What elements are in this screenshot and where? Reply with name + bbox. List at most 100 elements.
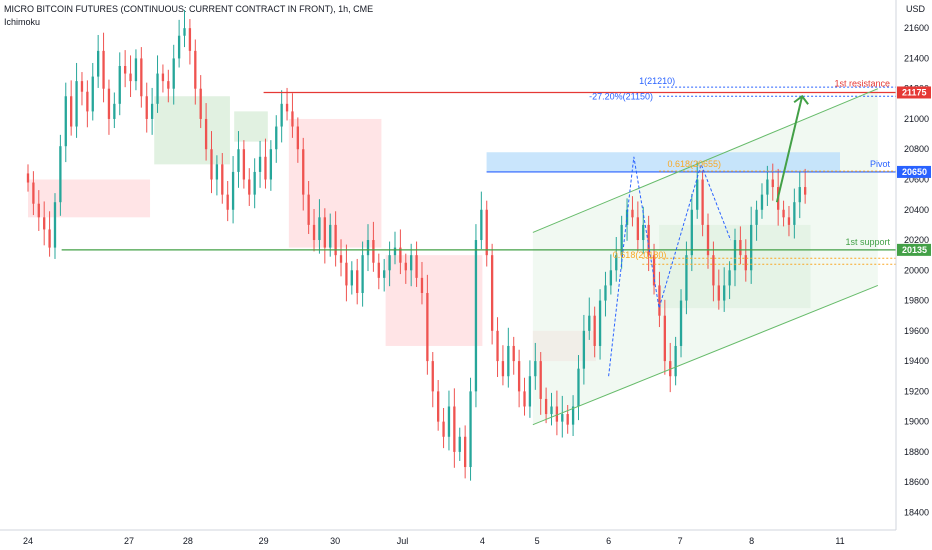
candle <box>377 253 380 290</box>
y-tick-label: 20400 <box>904 205 929 215</box>
candle <box>248 168 251 206</box>
x-tick-label: 4 <box>480 536 485 546</box>
y-tick-label: 20000 <box>904 265 929 275</box>
candle-body <box>598 300 602 346</box>
candle-body <box>593 315 596 346</box>
candle-body <box>701 179 704 225</box>
candle-body <box>437 391 440 422</box>
candle <box>291 93 294 138</box>
candle <box>307 181 310 234</box>
resistance-badge: 21175 <box>902 87 927 97</box>
candle <box>658 271 661 328</box>
candle <box>107 79 111 135</box>
candle-body <box>134 58 138 82</box>
candle <box>312 209 316 252</box>
candle <box>490 243 494 345</box>
candle-body <box>577 368 580 407</box>
candle <box>496 317 499 377</box>
kumo-cloud-4 <box>385 255 483 346</box>
candle-body <box>329 224 332 248</box>
candle <box>264 138 267 189</box>
candle <box>102 32 105 103</box>
y-tick-label: 18400 <box>904 507 929 517</box>
candle <box>97 34 100 88</box>
candle <box>183 10 186 48</box>
candle-body <box>318 217 321 241</box>
candle <box>334 211 337 267</box>
candle-body <box>334 224 337 256</box>
pivot-badge-bg <box>897 165 931 178</box>
candle <box>172 44 175 105</box>
candle-body <box>517 361 521 392</box>
candle <box>652 243 656 295</box>
candle-body <box>550 406 553 415</box>
fib-label-top: 1(21210) <box>639 76 675 86</box>
candle <box>350 261 353 295</box>
candle-body <box>91 76 94 112</box>
candle <box>501 345 505 386</box>
x-tick-label: 27 <box>124 536 134 546</box>
candle-body <box>129 73 132 82</box>
candle-body <box>80 81 84 92</box>
candle <box>566 404 569 434</box>
candle <box>723 267 726 312</box>
candle-body <box>307 194 310 225</box>
candle <box>453 388 456 468</box>
candle-body <box>43 217 46 230</box>
candle <box>431 352 434 408</box>
candle-body <box>204 118 208 150</box>
candle <box>755 200 758 241</box>
candle <box>64 82 67 163</box>
candle-body <box>140 58 143 97</box>
fib-label-low: 0.618(20180) <box>613 250 667 260</box>
candle-body <box>388 255 391 271</box>
candle-body <box>744 255 747 271</box>
candle-body <box>366 240 370 256</box>
candle-body <box>760 194 764 210</box>
candle-body <box>356 270 359 293</box>
candle <box>404 253 407 284</box>
candle <box>75 62 78 138</box>
candle-body <box>582 330 586 369</box>
candle-body <box>258 156 262 172</box>
candle-body <box>312 224 316 241</box>
candle-body <box>609 270 613 286</box>
candle-body <box>690 209 693 256</box>
candle-body <box>177 35 181 59</box>
candle <box>86 80 89 128</box>
candle-body <box>350 270 353 286</box>
candle-body <box>712 255 715 286</box>
candle-body <box>302 149 305 195</box>
candle-body <box>755 209 758 225</box>
candle-body <box>539 361 542 399</box>
candle <box>296 117 300 163</box>
x-tick-label: 24 <box>23 536 33 546</box>
kumo-cloud-2 <box>234 111 268 142</box>
candle-body <box>512 345 515 362</box>
candle <box>474 224 478 408</box>
candle-body <box>323 217 326 248</box>
candle-body <box>485 209 488 256</box>
y-tick-label: 19000 <box>904 417 929 427</box>
candle <box>80 72 84 106</box>
candle <box>669 342 672 393</box>
candle <box>134 49 138 91</box>
candle <box>383 258 386 292</box>
candle-body <box>123 65 127 74</box>
candle-body <box>669 361 672 377</box>
candle-body <box>507 345 510 377</box>
candle <box>91 62 94 121</box>
candle <box>598 289 602 360</box>
candle <box>339 239 343 277</box>
candle-body <box>615 255 618 271</box>
candle-body <box>32 182 35 204</box>
fib-label-ext: -27.20%(21150) <box>589 91 653 101</box>
candle-body <box>215 164 219 180</box>
candle-body <box>658 285 661 316</box>
candle <box>129 55 132 98</box>
candle <box>426 274 429 375</box>
x-tick-label: 5 <box>535 536 540 546</box>
candle <box>701 170 704 237</box>
candle <box>442 408 445 449</box>
